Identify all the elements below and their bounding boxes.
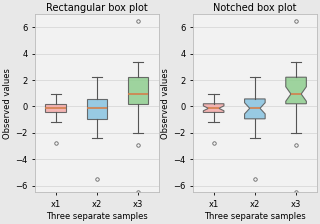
- X-axis label: Three separate samples: Three separate samples: [204, 212, 306, 221]
- PathPatch shape: [45, 104, 66, 112]
- Y-axis label: Observed values: Observed values: [3, 68, 12, 139]
- X-axis label: Three separate samples: Three separate samples: [46, 212, 148, 221]
- PathPatch shape: [286, 77, 306, 104]
- Title: Rectangular box plot: Rectangular box plot: [46, 3, 148, 13]
- PathPatch shape: [128, 77, 148, 104]
- PathPatch shape: [244, 99, 265, 119]
- PathPatch shape: [87, 99, 107, 119]
- Y-axis label: Observed values: Observed values: [161, 68, 170, 139]
- Title: Notched box plot: Notched box plot: [213, 3, 297, 13]
- PathPatch shape: [203, 104, 224, 112]
